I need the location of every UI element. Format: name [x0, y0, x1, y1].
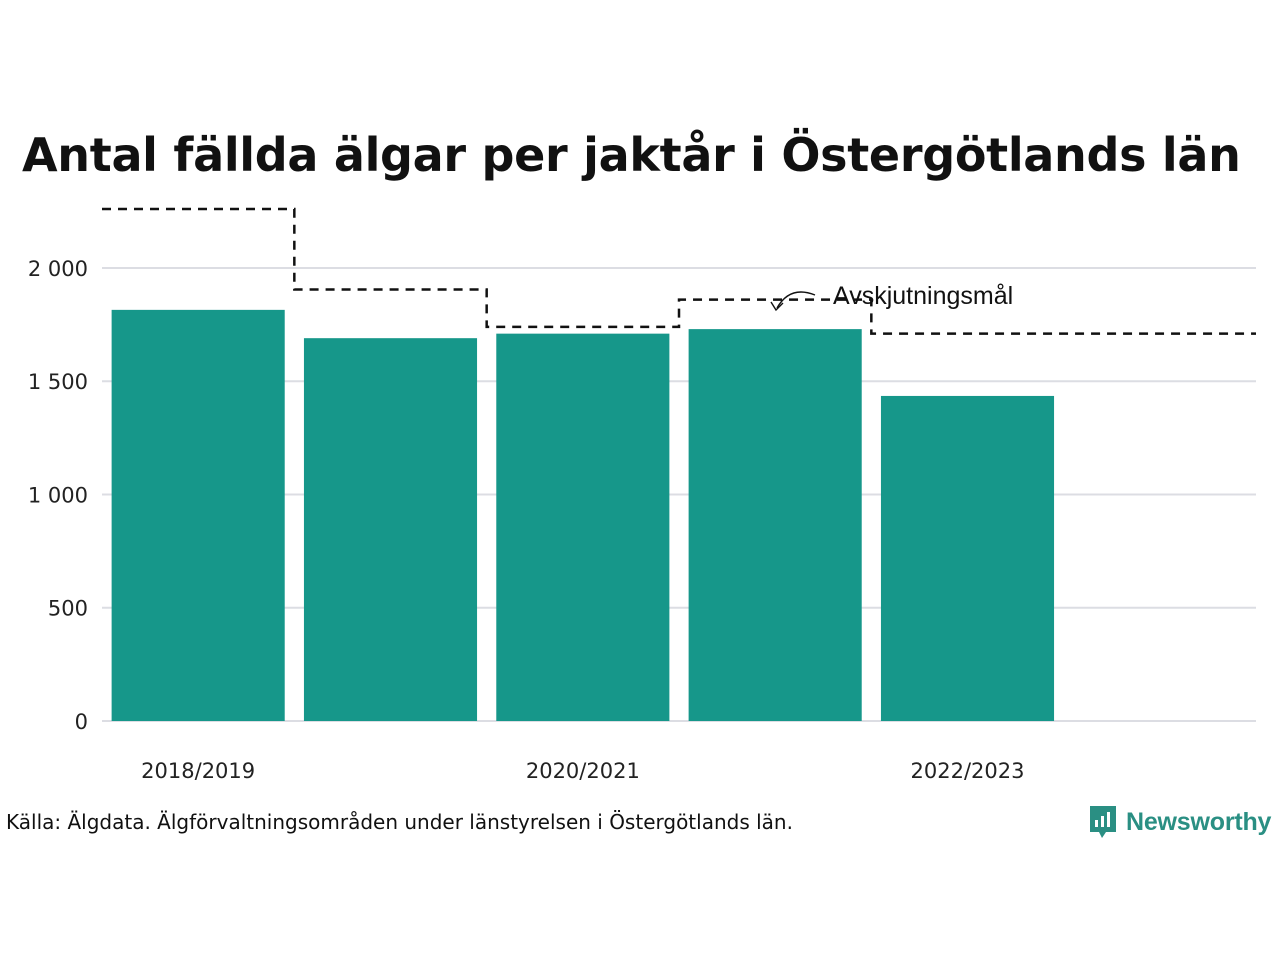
bar	[688, 329, 862, 721]
target-label: Avskjutningsmål	[833, 282, 1013, 310]
brand-logo[interactable]: Newsworthy	[1088, 804, 1271, 840]
brand-name: Newsworthy	[1126, 807, 1272, 836]
y-axis-labels: 0 500 1 000 1 500 2 000	[28, 257, 88, 734]
bars	[111, 309, 1055, 721]
x-axis-labels: 2018/2019 2020/2021 2022/2023	[141, 759, 1024, 783]
y-tick-label: 1 000	[28, 483, 88, 507]
bar	[303, 338, 478, 721]
newsworthy-logo-icon	[1090, 806, 1116, 838]
annotation-arrow	[776, 291, 816, 309]
target-line	[102, 207, 1256, 335]
chart-title: Antal fällda älgar per jaktår i Östergöt…	[22, 128, 1241, 182]
x-tick-label: 2020/2021	[526, 759, 640, 783]
annotation-arrowhead	[770, 301, 784, 312]
y-tick-label: 500	[48, 597, 88, 621]
y-tick-label: 2 000	[28, 257, 88, 281]
x-tick-label: 2018/2019	[141, 759, 255, 783]
x-tick-label: 2022/2023	[911, 759, 1025, 783]
bar	[496, 333, 670, 721]
bar	[880, 395, 1055, 721]
y-tick-label: 1 500	[28, 370, 88, 394]
source-note: Källa: Älgdata. Älgförvaltningsområden u…	[6, 810, 793, 834]
gridlines	[102, 266, 1256, 722]
y-tick-label: 0	[75, 710, 88, 734]
target-annotation: Avskjutningsmål	[770, 282, 1013, 312]
bar	[111, 309, 285, 721]
target-step-line	[102, 207, 1256, 335]
